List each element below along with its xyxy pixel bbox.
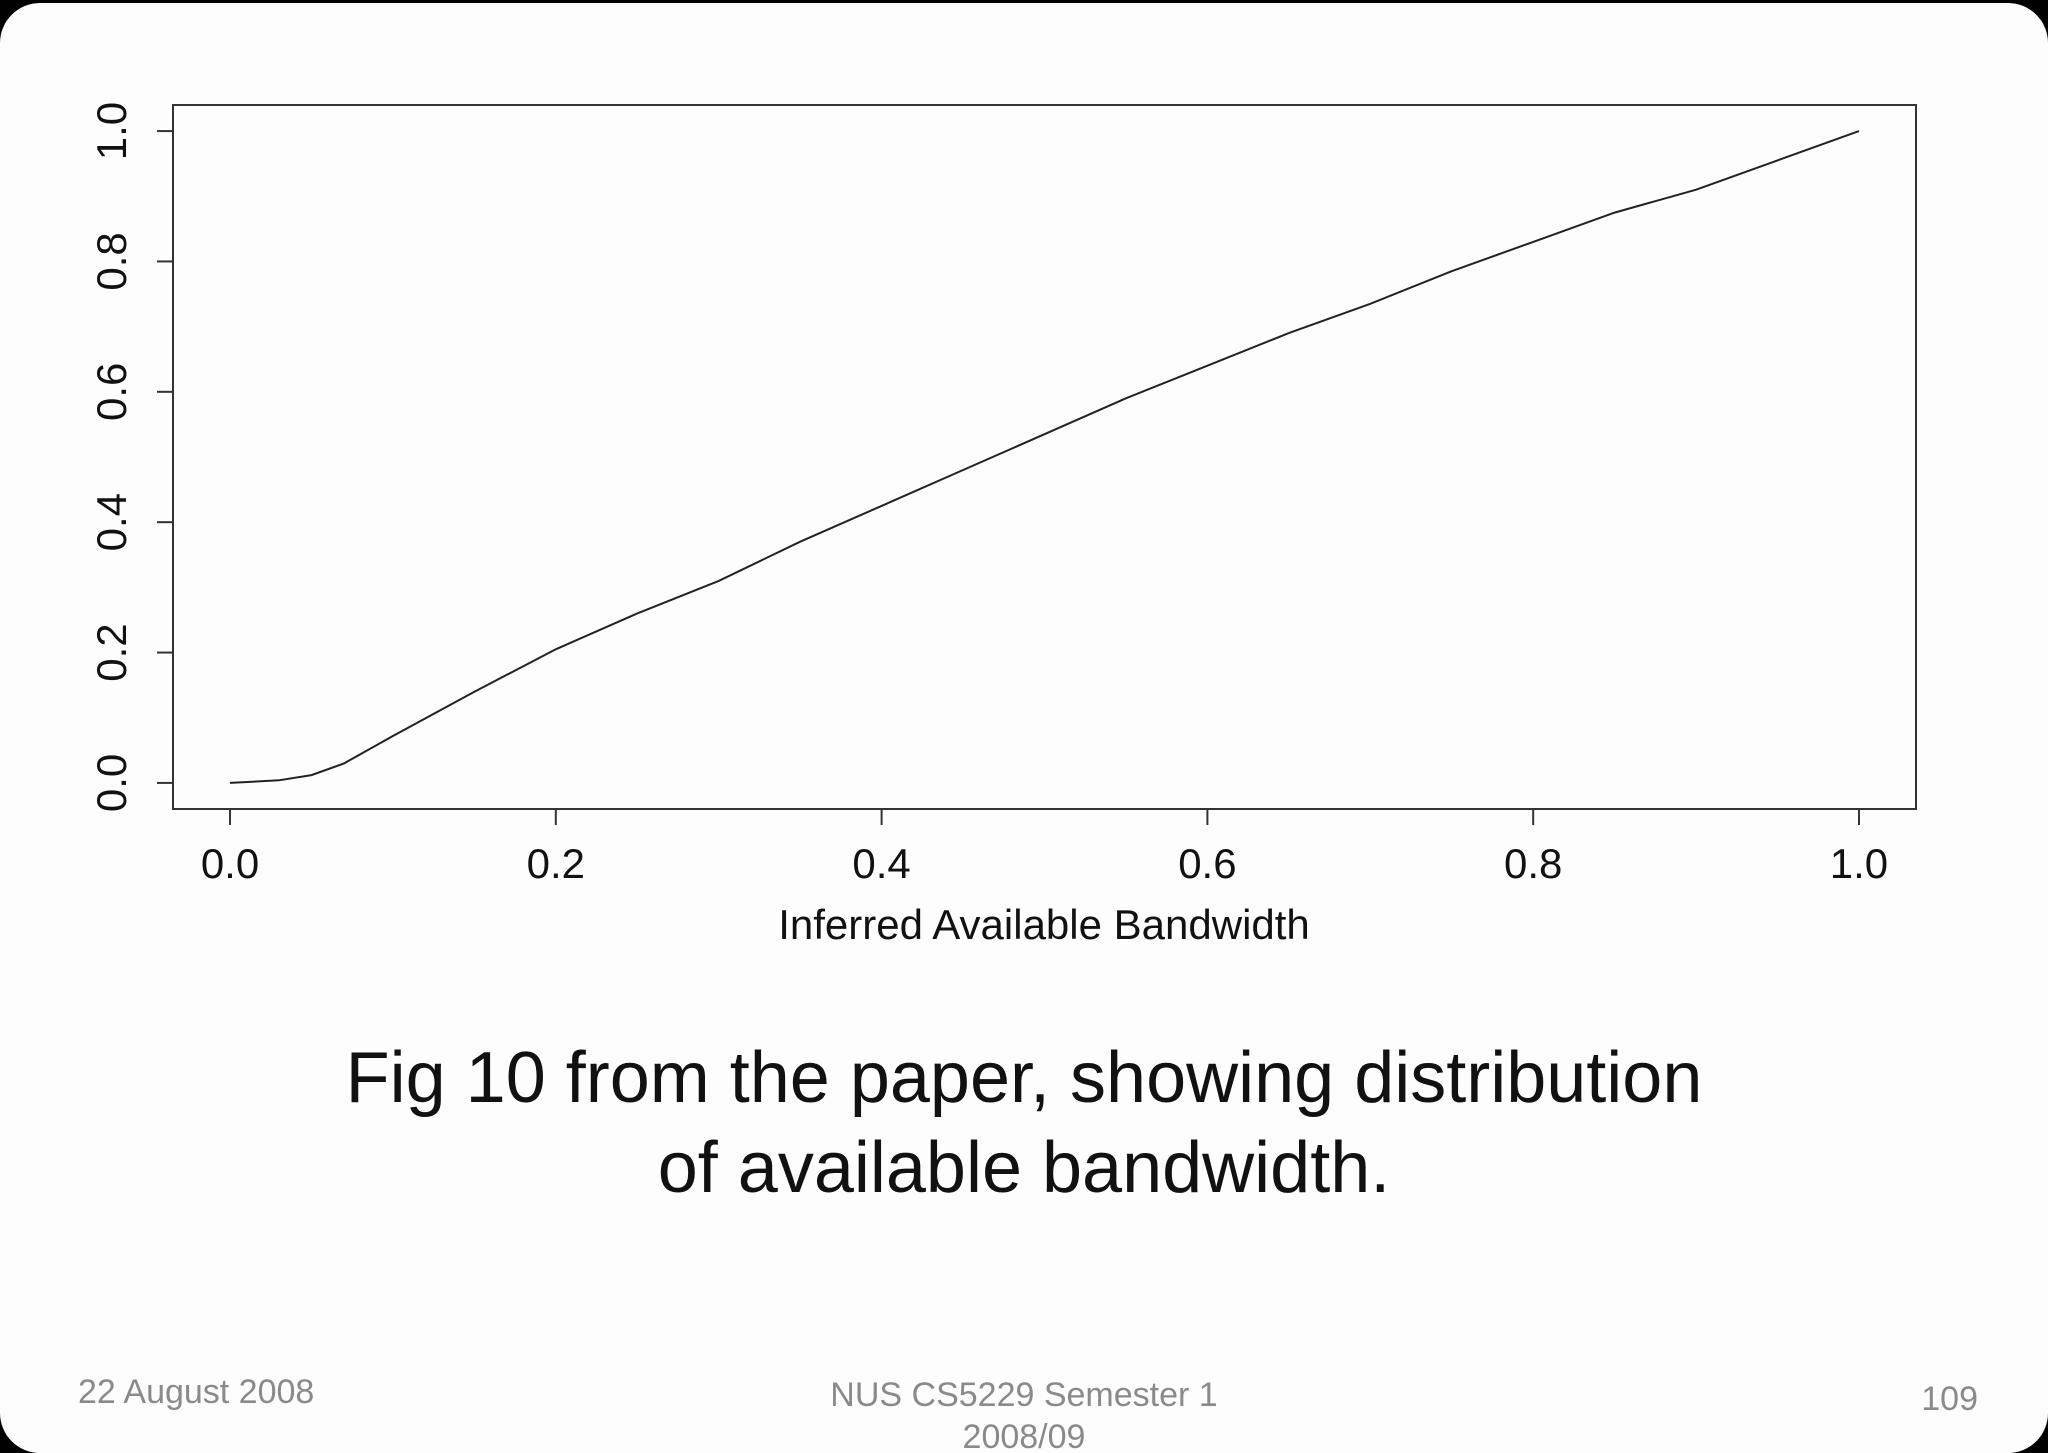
footer-course: NUS CS5229 Semester 1 2008/09 (724, 1374, 1324, 1453)
x-axis-label: Inferred Available Bandwidth (778, 901, 1310, 948)
y-tick-label: 0.0 (88, 754, 135, 812)
y-tick-label: 0.8 (88, 232, 135, 290)
footer-course-line-1: NUS CS5229 Semester 1 (830, 1376, 1218, 1414)
x-tick-label: 0.6 (1178, 840, 1236, 887)
x-tick-label: 0.2 (527, 840, 585, 887)
plot-frame (172, 104, 1917, 810)
x-tick-label: 0.4 (852, 840, 910, 887)
y-tick-label: 0.6 (88, 363, 135, 421)
y-tick-label: 0.2 (88, 623, 135, 681)
x-tick-label: 0.8 (1504, 840, 1562, 887)
y-tick-label: 1.0 (88, 102, 135, 160)
y-tick-label: 0.4 (88, 493, 135, 551)
figure-caption: Fig 10 from the paper, showing distribut… (0, 1033, 2048, 1213)
series-line (229, 130, 1860, 784)
page-number: 109 (1921, 1380, 1978, 1418)
slide: 0.0 0.2 0.4 0.6 0.8 1.0 0.0 0.2 0.4 0.6 0.8 1.0 In… (0, 3, 2048, 1453)
footer-date: 22 August 2008 (78, 1373, 315, 1411)
footer-course-line-2: 2008/09 (962, 1418, 1086, 1453)
caption-line-1: Fig 10 from the paper, showing distribut… (345, 1038, 1703, 1118)
caption-line-2: of available bandwidth. (657, 1128, 1391, 1208)
x-tick-label: 1.0 (1830, 840, 1888, 887)
x-ticks: 0.0 0.2 0.4 0.6 0.8 1.0 (201, 809, 1888, 887)
y-ticks: 0.0 0.2 0.4 0.6 0.8 1.0 (88, 102, 173, 812)
chart: 0.0 0.2 0.4 0.6 0.8 1.0 0.0 0.2 0.4 0.6 0.8 1.0 In… (88, 102, 1917, 948)
x-tick-label: 0.0 (201, 840, 259, 887)
